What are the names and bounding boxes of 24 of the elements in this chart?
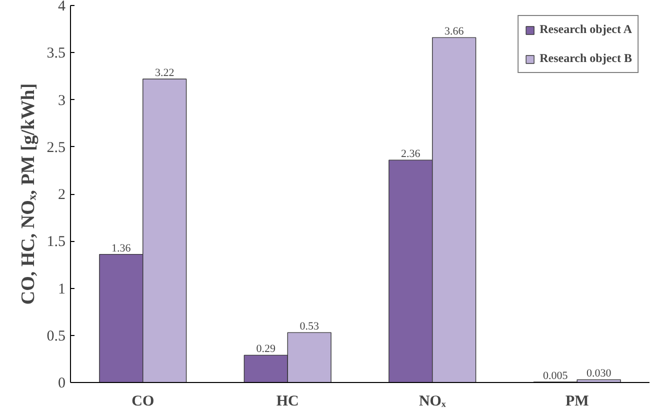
y-tick-label: 1.5 xyxy=(46,234,66,250)
x-tick-label: HC xyxy=(276,394,299,410)
data-label: 0.53 xyxy=(300,320,320,333)
y-tick-label: 2 xyxy=(58,187,66,203)
data-label: 1.36 xyxy=(112,242,132,254)
data-label: 0.030 xyxy=(586,368,612,380)
x-tick-label: NOₓ xyxy=(418,394,446,410)
y-tick-label: 3.5 xyxy=(46,46,66,62)
y-tick-label: 1 xyxy=(58,281,66,298)
data-label: 3.66 xyxy=(444,26,464,38)
y-tick-label: 0.5 xyxy=(46,328,66,344)
x-tick-label: PM xyxy=(565,394,589,410)
data-label: 0.005 xyxy=(543,370,568,382)
data-label: 3.22 xyxy=(154,67,174,80)
y-tick-label: 3 xyxy=(58,92,66,109)
x-tick-label: CO xyxy=(132,394,154,410)
y-axis-title: CO, HC, NOₓ, PM [g/kWh] xyxy=(18,83,39,305)
data-label: 0.29 xyxy=(256,343,276,356)
legend-label: Research object A xyxy=(540,22,632,37)
y-tick-label: 2.5 xyxy=(46,140,66,156)
data-label: 2.36 xyxy=(401,148,421,160)
y-tick-label: 0 xyxy=(58,376,66,392)
y-tick-label: 4 xyxy=(58,0,66,14)
legend-label: Research object B xyxy=(540,51,632,66)
